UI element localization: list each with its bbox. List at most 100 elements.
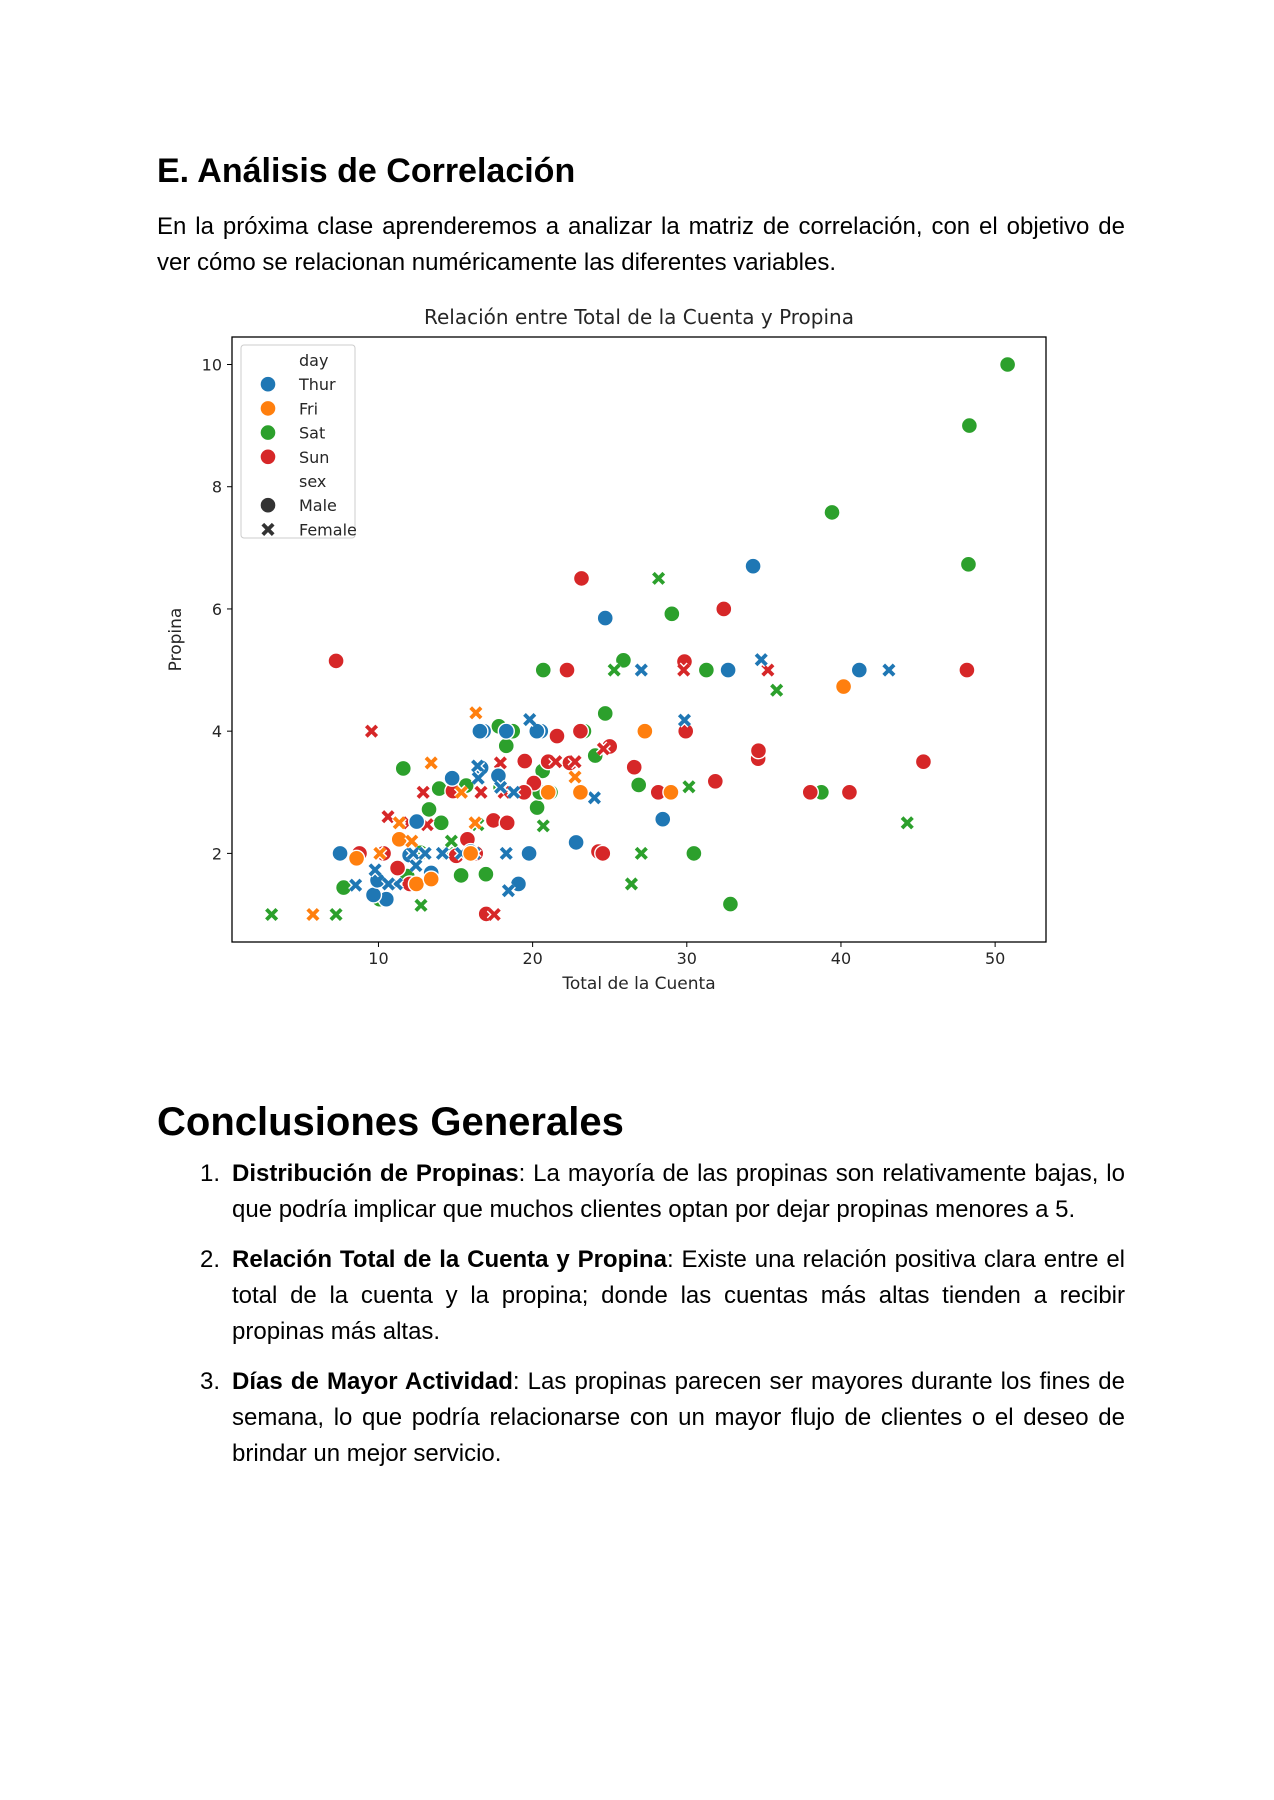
conclusions-list: 1. Distribución de Propinas: La mayoría … xyxy=(157,1156,1125,1486)
legend-marker-sun xyxy=(259,448,277,466)
point-sun-female xyxy=(596,742,610,756)
legend-label-male: Male xyxy=(299,496,337,515)
point-sat-female xyxy=(770,683,784,697)
scatter-chart: Relación entre Total de la Cuenta y Prop… xyxy=(150,290,1070,1020)
conclusion-text: : La mayoría de las propinas son relativ… xyxy=(232,1160,1125,1223)
point-sat-male xyxy=(959,555,978,574)
legend-label-thur: Thur xyxy=(298,375,336,394)
legend-label-female: Female xyxy=(299,520,357,539)
point-sat-male xyxy=(534,661,552,679)
legend-label-sat: Sat xyxy=(299,424,325,443)
conclusion-number: 2. xyxy=(200,1246,221,1273)
y-axis-label: Propina xyxy=(166,608,186,672)
point-sat-female xyxy=(607,663,621,677)
point-sat-male xyxy=(998,355,1017,374)
y-tick-label: 4 xyxy=(212,722,222,741)
point-thur-female xyxy=(499,846,513,860)
point-sun-female xyxy=(416,785,430,799)
point-fri-male xyxy=(636,722,654,740)
point-sun-male xyxy=(571,722,590,740)
point-sun-male xyxy=(388,859,407,877)
point-thur-female xyxy=(381,877,396,891)
point-thur-female xyxy=(349,878,363,892)
conclusion-item: 3. Días de Mayor Actividad: Las propinas… xyxy=(157,1364,1125,1472)
point-sun-female xyxy=(568,755,582,769)
legend-label-sun: Sun xyxy=(299,448,329,467)
legend-marker-female xyxy=(261,522,275,536)
point-fri-male xyxy=(834,677,853,696)
x-tick-label: 20 xyxy=(522,949,542,968)
point-sun-female xyxy=(364,724,379,738)
point-sun-female xyxy=(549,755,563,769)
x-tick-label: 50 xyxy=(985,949,1005,968)
point-fri-female xyxy=(392,816,406,830)
point-sun-male xyxy=(914,753,933,771)
point-sat-female xyxy=(682,780,696,794)
point-sat-female xyxy=(414,898,428,912)
point-thur-female xyxy=(368,863,382,877)
point-thur-female xyxy=(494,780,508,794)
point-sun-male xyxy=(516,752,534,770)
legend-marker-sat xyxy=(259,423,277,442)
point-fri-male xyxy=(347,849,366,867)
point-fri-male xyxy=(539,783,557,801)
point-sat-female xyxy=(265,907,279,922)
y-tick-label: 10 xyxy=(202,356,222,375)
point-sat-male xyxy=(477,865,495,883)
conclusion-item: 2. Relación Total de la Cuenta y Propina… xyxy=(157,1242,1125,1350)
x-tick-label: 30 xyxy=(677,949,697,968)
point-sat-male xyxy=(452,866,470,885)
conclusion-heading: Días de Mayor Actividad xyxy=(232,1368,513,1395)
point-fri-female xyxy=(469,706,483,720)
point-fri-female xyxy=(405,834,419,848)
chart-svg: Relación entre Total de la Cuenta y Prop… xyxy=(166,305,1047,994)
point-sat-female xyxy=(652,571,666,585)
point-thur-male xyxy=(471,722,489,740)
point-thur-female xyxy=(471,759,485,773)
x-tick-label: 10 xyxy=(368,949,388,968)
point-sat-male xyxy=(721,895,740,913)
point-thur-female xyxy=(435,846,449,860)
point-sat-male xyxy=(823,503,841,522)
legend-hue-title: day xyxy=(299,351,328,370)
legend-marker-fri xyxy=(259,399,277,418)
point-sat-male xyxy=(697,661,716,679)
y-tick-label: 8 xyxy=(212,478,222,497)
conclusion-number: 1. xyxy=(200,1160,221,1187)
point-sun-male xyxy=(625,758,643,776)
point-fri-male xyxy=(571,783,590,801)
point-fri-female xyxy=(306,907,320,922)
point-sat-male xyxy=(432,814,450,832)
point-sun-male xyxy=(548,727,566,745)
point-fri-male xyxy=(407,875,426,893)
point-sun-male xyxy=(801,783,819,801)
point-thur-male xyxy=(520,844,538,863)
conclusion-heading: Relación Total de la Cuenta y Propina xyxy=(232,1246,667,1273)
point-thur-female xyxy=(471,771,485,785)
point-sun-male xyxy=(558,661,576,679)
legend-style-title: sex xyxy=(299,472,326,491)
point-sun-female xyxy=(381,810,395,824)
point-thur-male xyxy=(654,810,672,828)
point-thur-female xyxy=(501,884,515,898)
point-sun-female xyxy=(677,663,691,677)
point-thur-female xyxy=(677,713,692,727)
point-thur-female xyxy=(634,663,648,677)
point-sun-male xyxy=(572,569,591,588)
point-sat-male xyxy=(663,605,681,623)
point-sat-male xyxy=(614,651,633,669)
point-sat-male xyxy=(960,416,979,435)
point-thur-female xyxy=(587,791,601,805)
conclusion-item: 1. Distribución de Propinas: La mayoría … xyxy=(157,1156,1125,1228)
point-thur-female xyxy=(507,785,521,799)
point-fri-male xyxy=(390,830,408,849)
point-sun-male xyxy=(958,661,976,679)
point-thur-male xyxy=(443,769,461,787)
point-thur-male xyxy=(364,886,383,904)
point-sun-male xyxy=(749,742,768,760)
legend-box xyxy=(240,344,356,539)
conclusion-number: 3. xyxy=(200,1368,221,1395)
point-fri-female xyxy=(454,785,468,799)
point-thur-female xyxy=(882,663,896,677)
